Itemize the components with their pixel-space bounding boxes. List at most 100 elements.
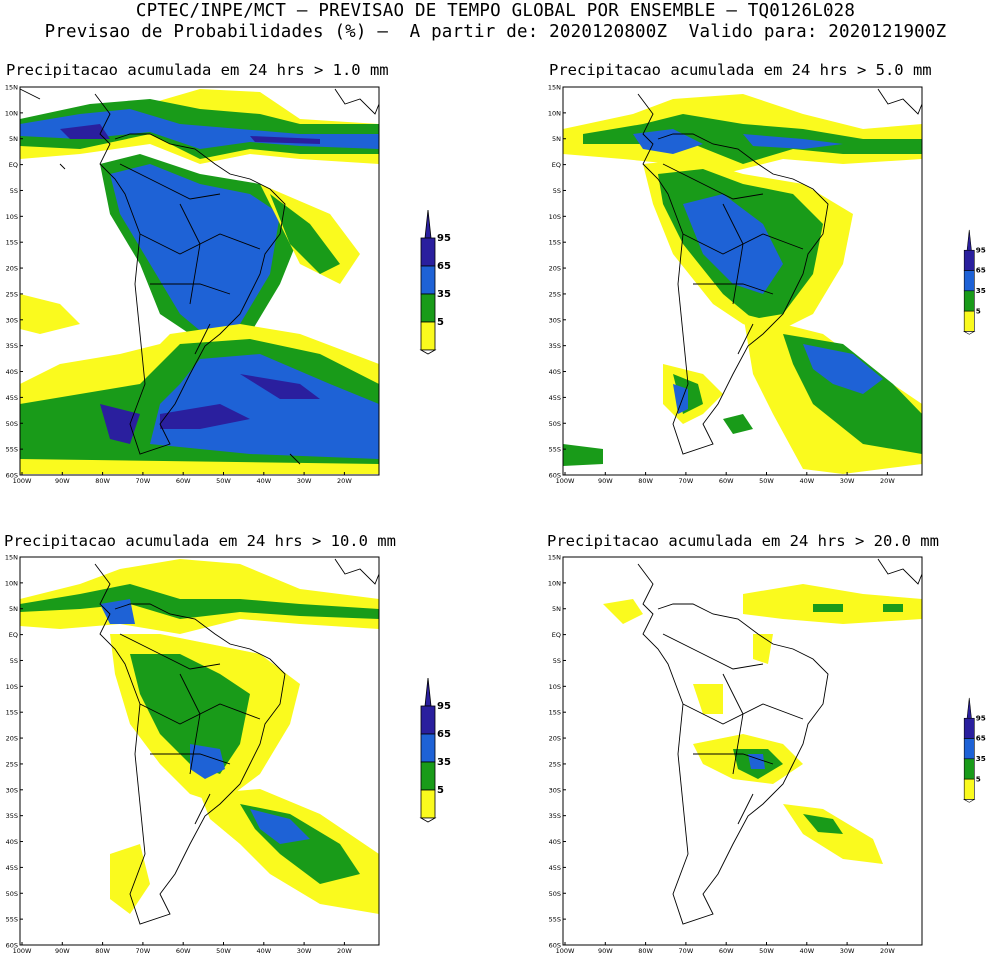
lat-label: 60S — [6, 472, 18, 480]
legend-swatch — [420, 789, 436, 819]
legend-swatch — [963, 758, 975, 780]
lon-label: 20W — [880, 947, 895, 955]
longitude-labels: 100W 90W 80W 70W 60W 50W 40W 30W 20W — [556, 472, 895, 485]
lat-label: EQ — [552, 161, 561, 169]
panel-1-title: Precipitacao acumulada em 24 hrs > 1.0 m… — [6, 61, 389, 79]
lat-label: 10N — [548, 109, 561, 117]
lat-label: 10N — [548, 579, 561, 587]
lat-label: 35S — [6, 812, 18, 820]
header-line-2: Previsao de Probabilidades (%) – A parti… — [44, 22, 947, 42]
lon-label: 40W — [799, 947, 814, 955]
lon-label: 70W — [679, 947, 694, 955]
latitude-labels: 15N 10N 5N EQ 5S 10S 15S 20S 25S 30S 35S 40S 45S 50S 5… — [548, 554, 566, 950]
legend-swatch — [420, 761, 436, 791]
lon-label: 30W — [297, 947, 312, 955]
legend-bottom-arrow — [419, 817, 437, 823]
lat-label: 55S — [549, 446, 561, 454]
legend-bottom-arrow — [963, 331, 976, 335]
legend-swatch — [963, 290, 975, 312]
lat-label: 15S — [549, 709, 561, 717]
legend-top-arrow — [966, 229, 972, 251]
lat-label: 15S — [6, 709, 18, 717]
lon-label: 80W — [95, 477, 110, 485]
lat-label: 30S — [6, 786, 18, 794]
lat-label: 45S — [6, 394, 18, 402]
lat-label: 15N — [5, 554, 18, 562]
legend-level-label: 65 — [976, 266, 986, 275]
lon-label: 40W — [799, 477, 814, 485]
lat-label: 45S — [549, 864, 561, 872]
latitude-labels: 15N 10N 5N EQ 5S 10S 15S 20S 25S 30S 35S 40S 45S 50S 5… — [5, 554, 23, 950]
legend-swatch — [963, 270, 975, 292]
lon-label: 30W — [297, 477, 312, 485]
lon-label: 100W — [13, 477, 32, 485]
lon-label: 50W — [759, 947, 774, 955]
coastlines — [637, 558, 923, 925]
lat-label: 15N — [548, 84, 561, 92]
lat-label: 40S — [549, 838, 561, 846]
legend-swatch — [963, 310, 975, 332]
lat-label: 25S — [549, 290, 561, 298]
legend-swatch — [963, 778, 975, 800]
lat-label: EQ — [9, 631, 18, 639]
legend-panel-3: 95 65 35 5 — [419, 678, 451, 823]
lat-label: 50S — [549, 890, 561, 898]
lat-label: 35S — [6, 342, 18, 350]
lon-label: 70W — [136, 477, 151, 485]
lat-label: 5S — [10, 657, 18, 665]
lon-label: 50W — [216, 477, 231, 485]
lon-label: 20W — [337, 947, 352, 955]
lat-label: 50S — [6, 420, 18, 428]
lat-label: 60S — [549, 472, 561, 480]
lat-label: 5S — [553, 187, 561, 195]
lon-label: 60W — [719, 477, 734, 485]
legend-level-label: 5 — [976, 774, 981, 783]
legend-level-label: 35 — [976, 286, 986, 295]
panel-3-map: 15N 10N 5N EQ 5S 10S 15S 20S 25S 30S 35S 40S 45S 50S 5… — [5, 554, 380, 955]
lat-label: 60S — [549, 942, 561, 950]
lon-label: 70W — [679, 477, 694, 485]
lon-label: 90W — [55, 477, 70, 485]
legend-swatch — [420, 321, 436, 351]
legend-panel-2: 95 65 35 5 — [963, 229, 986, 335]
panel-3-title: Precipitacao acumulada em 24 hrs > 10.0 … — [4, 532, 396, 550]
legend-level-label: 35 — [437, 289, 451, 300]
latitude-labels: 15N 10N 5N EQ 5S 10S 15S 20S 25S 30S 35S 40S 45S 50S 5… — [5, 84, 23, 480]
lat-label: 40S — [6, 368, 18, 376]
lon-label: 30W — [840, 947, 855, 955]
lat-label: 10S — [549, 213, 561, 221]
lon-label: 30W — [840, 477, 855, 485]
legend-level-label: 5 — [976, 306, 981, 315]
legend-panel-1: 95 65 35 5 — [419, 210, 451, 355]
lon-label: 90W — [598, 477, 613, 485]
lat-label: 15N — [5, 84, 18, 92]
legend-level-label: 95 — [437, 233, 451, 244]
lon-label: 60W — [176, 947, 191, 955]
panel-2-title: Precipitacao acumulada em 24 hrs > 5.0 m… — [549, 61, 932, 79]
lat-label: 25S — [549, 760, 561, 768]
lon-label: 90W — [55, 947, 70, 955]
legend-level-label: 5 — [437, 317, 444, 328]
legend-level-label: 95 — [976, 245, 986, 254]
legend-panel-4: 95 65 35 5 — [963, 697, 986, 803]
legend-swatch — [420, 237, 436, 267]
legend-bottom-arrow — [963, 799, 976, 803]
lat-label: 20S — [549, 735, 561, 743]
lat-label: 10S — [549, 683, 561, 691]
legend-swatch — [420, 265, 436, 295]
coastlines — [637, 88, 923, 455]
lat-label: 30S — [6, 316, 18, 324]
legend-swatch — [420, 733, 436, 763]
latitude-labels: 15N 10N 5N EQ 5S 10S 15S 20S 25S 30S 35S 40S 45S 50S 5… — [548, 84, 566, 480]
lat-label: 5N — [9, 135, 18, 143]
lat-label: 10N — [5, 109, 18, 117]
lon-label: 70W — [136, 947, 151, 955]
legend-top-arrow — [966, 697, 972, 719]
header-line-1: CPTEC/INPE/MCT – PREVISAO DE TEMPO GLOBA… — [135, 1, 856, 21]
legend-bottom-arrow — [419, 349, 437, 355]
lon-label: 20W — [337, 477, 352, 485]
lat-label: 10S — [6, 683, 18, 691]
lon-label: 80W — [95, 947, 110, 955]
legend-level-label: 65 — [976, 734, 986, 743]
lat-label: 30S — [549, 316, 561, 324]
